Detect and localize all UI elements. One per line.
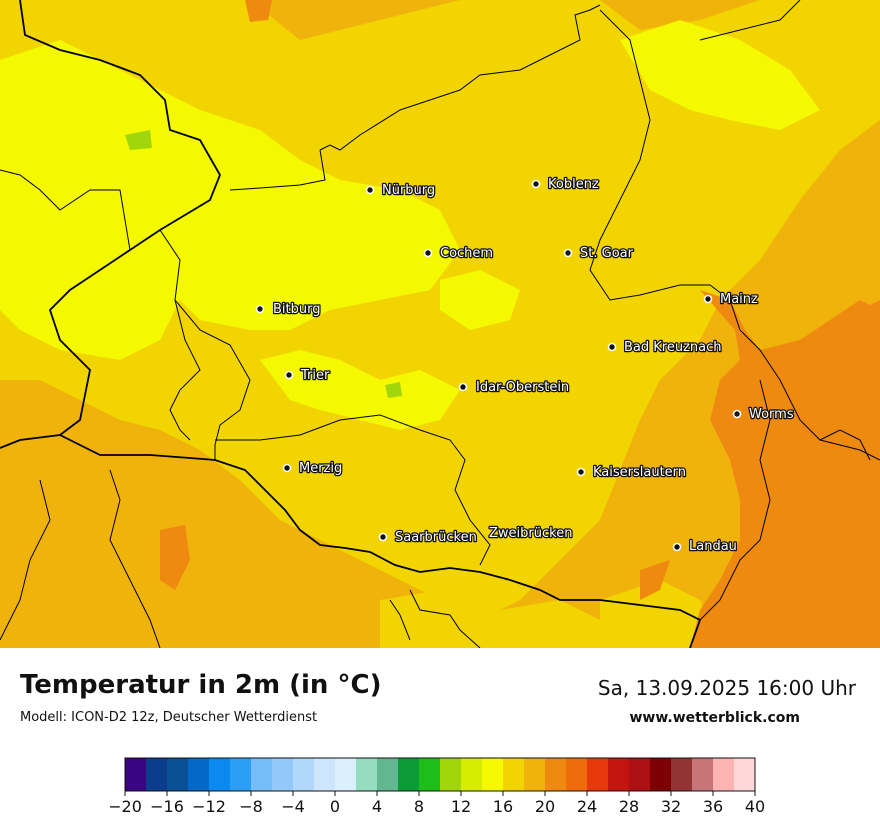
svg-text:St. Goar: St. Goar [580, 246, 634, 261]
legend-ticks: −20 −16 −12 −8 −4 0 4 8 12 16 20 24 28 32 36 40 [110, 791, 765, 816]
city-zweibruecken[interactable]: Zweibrücken [488, 525, 574, 543]
city-cochem[interactable]: Cochem [423, 245, 494, 262]
legend-swatch [713, 758, 735, 791]
legend-tick-label: 36 [703, 797, 723, 816]
legend-tick-label: 16 [493, 797, 513, 816]
svg-text:Kaiserslautern: Kaiserslautern [593, 465, 686, 480]
city-bitburg[interactable]: Bitburg [255, 301, 322, 318]
legend-tick-label: −4 [281, 797, 305, 816]
city-nuerburg[interactable]: Nürburg [365, 182, 436, 199]
legend-swatch [398, 758, 420, 791]
legend-swatch [671, 758, 693, 791]
svg-text:Bad Kreuznach: Bad Kreuznach [624, 340, 722, 355]
temperature-map: Nürburg Koblenz Cochem St. Goar Mainz Bi… [0, 0, 880, 648]
legend-swatch [587, 758, 609, 791]
legend-swatch [146, 758, 168, 791]
legend-tick-label: −16 [150, 797, 184, 816]
city-markers: Nürburg Koblenz Cochem St. Goar Mainz Bi… [255, 176, 795, 555]
legend-tick-label: −8 [239, 797, 263, 816]
legend-swatch [356, 758, 378, 791]
legend-tick-label: 12 [451, 797, 471, 816]
legend-tick-label: 4 [372, 797, 382, 816]
city-kaiserslautern[interactable]: Kaiserslautern [576, 464, 687, 481]
legend-tick-label: 28 [619, 797, 639, 816]
svg-text:Landau: Landau [689, 539, 737, 554]
legend-swatch [608, 758, 630, 791]
model-source: Modell: ICON-D2 12z, Deutscher Wetterdie… [20, 710, 318, 725]
legend-swatch [503, 758, 525, 791]
legend-swatch [461, 758, 483, 791]
legend-tick-label: 20 [535, 797, 555, 816]
city-worms[interactable]: Worms [732, 406, 795, 423]
city-landau[interactable]: Landau [672, 538, 738, 555]
legend-tick-label: −12 [192, 797, 226, 816]
orange-regions [160, 0, 880, 648]
legend-swatch [167, 758, 189, 791]
legend-tick-label: 8 [414, 797, 424, 816]
legend-swatch [125, 758, 147, 791]
svg-text:Zweibrücken: Zweibrücken [489, 526, 572, 541]
city-st-goar[interactable]: St. Goar [563, 245, 635, 262]
legend-swatch [188, 758, 210, 791]
borders [0, 0, 880, 648]
svg-text:Bitburg: Bitburg [273, 302, 321, 317]
legend-swatch [209, 758, 231, 791]
city-bad-kreuznach[interactable]: Bad Kreuznach [607, 339, 723, 356]
legend-tick-label: 24 [577, 797, 597, 816]
legend-frame [124, 757, 756, 792]
legend-swatch [293, 758, 315, 791]
legend-swatch [650, 758, 672, 791]
city-mainz[interactable]: Mainz [703, 291, 759, 308]
legend-swatch [272, 758, 294, 791]
legend-swatch [230, 758, 252, 791]
legend-swatch [545, 758, 567, 791]
legend-swatch [335, 758, 357, 791]
city-idar-oberstein[interactable]: Idar-Oberstein [458, 379, 570, 396]
legend-swatch [314, 758, 336, 791]
legend-swatch [734, 758, 756, 791]
svg-text:Worms: Worms [749, 407, 794, 422]
city-merzig[interactable]: Merzig [282, 460, 344, 477]
legend-swatch [692, 758, 714, 791]
svg-text:Nürburg: Nürburg [382, 183, 435, 198]
legend-tick-label: 0 [330, 797, 340, 816]
legend-tick-label: 32 [661, 797, 681, 816]
forecast-datetime: Sa, 13.09.2025 16:00 Uhr [597, 676, 856, 700]
green-patch [385, 382, 402, 398]
legend-swatch [440, 758, 462, 791]
svg-text:Cochem: Cochem [440, 246, 493, 261]
legend-swatch [419, 758, 441, 791]
svg-text:Idar-Oberstein: Idar-Oberstein [476, 380, 569, 395]
svg-text:Merzig: Merzig [299, 461, 342, 476]
svg-text:Koblenz: Koblenz [548, 177, 599, 192]
svg-text:Trier: Trier [300, 368, 330, 383]
map-title: Temperatur in 2m (in °C) [20, 670, 382, 700]
legend-tick-label: −20 [110, 797, 142, 816]
bright-yellow-regions [0, 20, 820, 430]
svg-text:Saarbrücken: Saarbrücken [395, 530, 477, 545]
green-patch [125, 130, 152, 150]
legend-swatches [125, 758, 756, 791]
temperature-legend: −20 −16 −12 −8 −4 0 4 8 12 16 20 24 28 32 36 40 [110, 757, 765, 816]
legend-swatch [482, 758, 504, 791]
legend-swatch [377, 758, 399, 791]
city-saarbruecken[interactable]: Saarbrücken [378, 529, 478, 546]
legend-swatch [566, 758, 588, 791]
svg-text:Mainz: Mainz [720, 292, 758, 307]
legend-swatch [524, 758, 546, 791]
city-koblenz[interactable]: Koblenz [531, 176, 600, 193]
website-link[interactable]: www.wetterblick.com [629, 710, 801, 726]
legend-swatch [629, 758, 651, 791]
legend-swatch [251, 758, 273, 791]
legend-tick-label: 40 [745, 797, 765, 816]
city-trier[interactable]: Trier [284, 367, 331, 384]
